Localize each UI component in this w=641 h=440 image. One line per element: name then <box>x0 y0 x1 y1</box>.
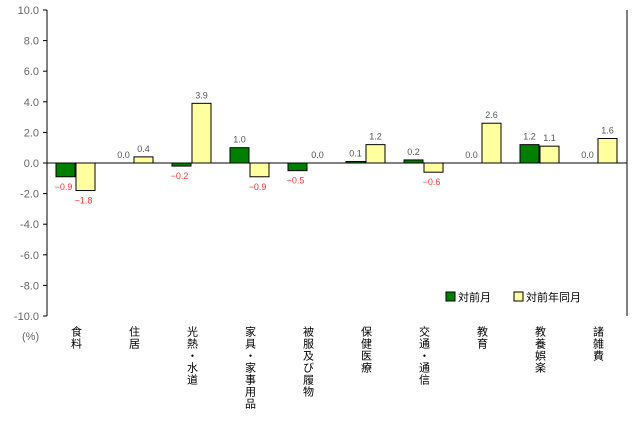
data-label: 1.1 <box>543 133 556 143</box>
data-label: 0.1 <box>349 148 362 158</box>
data-label: 1.0 <box>233 135 246 145</box>
bar-yoy <box>597 138 618 164</box>
y-tick-label: 8.0 <box>24 36 39 48</box>
data-label: 3.9 <box>195 90 208 100</box>
category-label: 教育 <box>476 326 489 350</box>
y-tick-label: -8.0 <box>20 280 39 292</box>
bar-mom <box>171 162 192 167</box>
data-label: −0.9 <box>55 182 73 192</box>
category-label: 食料 <box>70 325 83 350</box>
category-label: 住居 <box>128 325 141 350</box>
y-tick-label: 0.0 <box>24 158 39 170</box>
data-label: 0.2 <box>407 147 420 157</box>
legend: 対前月 対前年同月 <box>445 290 581 304</box>
bar-yoy <box>249 162 270 178</box>
y-tick-label: 6.0 <box>24 66 39 78</box>
legend-label-mom: 対前月 <box>458 290 491 304</box>
data-label: −1.8 <box>75 196 93 206</box>
data-label: 2.6 <box>485 110 498 120</box>
legend-swatch-mom <box>445 291 456 302</box>
category-label: 保健医療 <box>360 325 373 374</box>
legend-swatch-yoy <box>513 291 524 302</box>
data-label: −0.9 <box>249 182 267 192</box>
unit-label: (%) <box>22 331 39 343</box>
bar-yoy <box>191 102 212 164</box>
category-label: 教養娯楽 <box>534 326 547 374</box>
y-tick-label: -2.0 <box>20 189 39 201</box>
data-label: 1.6 <box>601 126 614 136</box>
y-tick-label: 4.0 <box>24 97 39 109</box>
legend-label-yoy: 対前年同月 <box>526 290 581 304</box>
bar-yoy <box>133 156 154 164</box>
y-tick-label: -4.0 <box>20 219 39 231</box>
bar-mom <box>229 147 250 164</box>
y-tick-label: 10.0 <box>18 5 39 17</box>
category-label: 交通・通信 <box>418 325 431 386</box>
y-tick-label: -10.0 <box>14 311 39 323</box>
data-label: −0.2 <box>171 171 189 181</box>
bar-yoy <box>423 162 444 173</box>
data-label: 1.2 <box>523 132 536 142</box>
y-tick-label: 2.0 <box>24 127 39 139</box>
bar-yoy <box>481 122 502 164</box>
data-label: 1.2 <box>369 132 382 142</box>
bar-yoy <box>539 145 560 164</box>
data-label: 0.0 <box>465 150 478 160</box>
data-label: 0.4 <box>137 144 150 154</box>
data-label: 0.0 <box>117 150 130 160</box>
category-label: 被服及び履物 <box>302 326 315 398</box>
bar-mom <box>403 159 424 164</box>
data-label: −0.5 <box>287 176 305 186</box>
bar-yoy <box>75 162 96 192</box>
y-tick-label: -6.0 <box>20 250 39 262</box>
bar-mom <box>55 162 76 178</box>
bar-mom <box>519 144 540 164</box>
data-label: 0.0 <box>311 150 324 160</box>
category-label: 家具・家事用品 <box>244 325 257 410</box>
category-label: 光熱・水道 <box>186 325 199 386</box>
bar-mom <box>287 162 308 172</box>
category-label: 諸雑費 <box>592 325 605 362</box>
bar-mom <box>345 160 366 164</box>
data-label: −0.6 <box>423 177 441 187</box>
data-label: 0.0 <box>581 150 594 160</box>
bar-yoy <box>365 144 386 164</box>
